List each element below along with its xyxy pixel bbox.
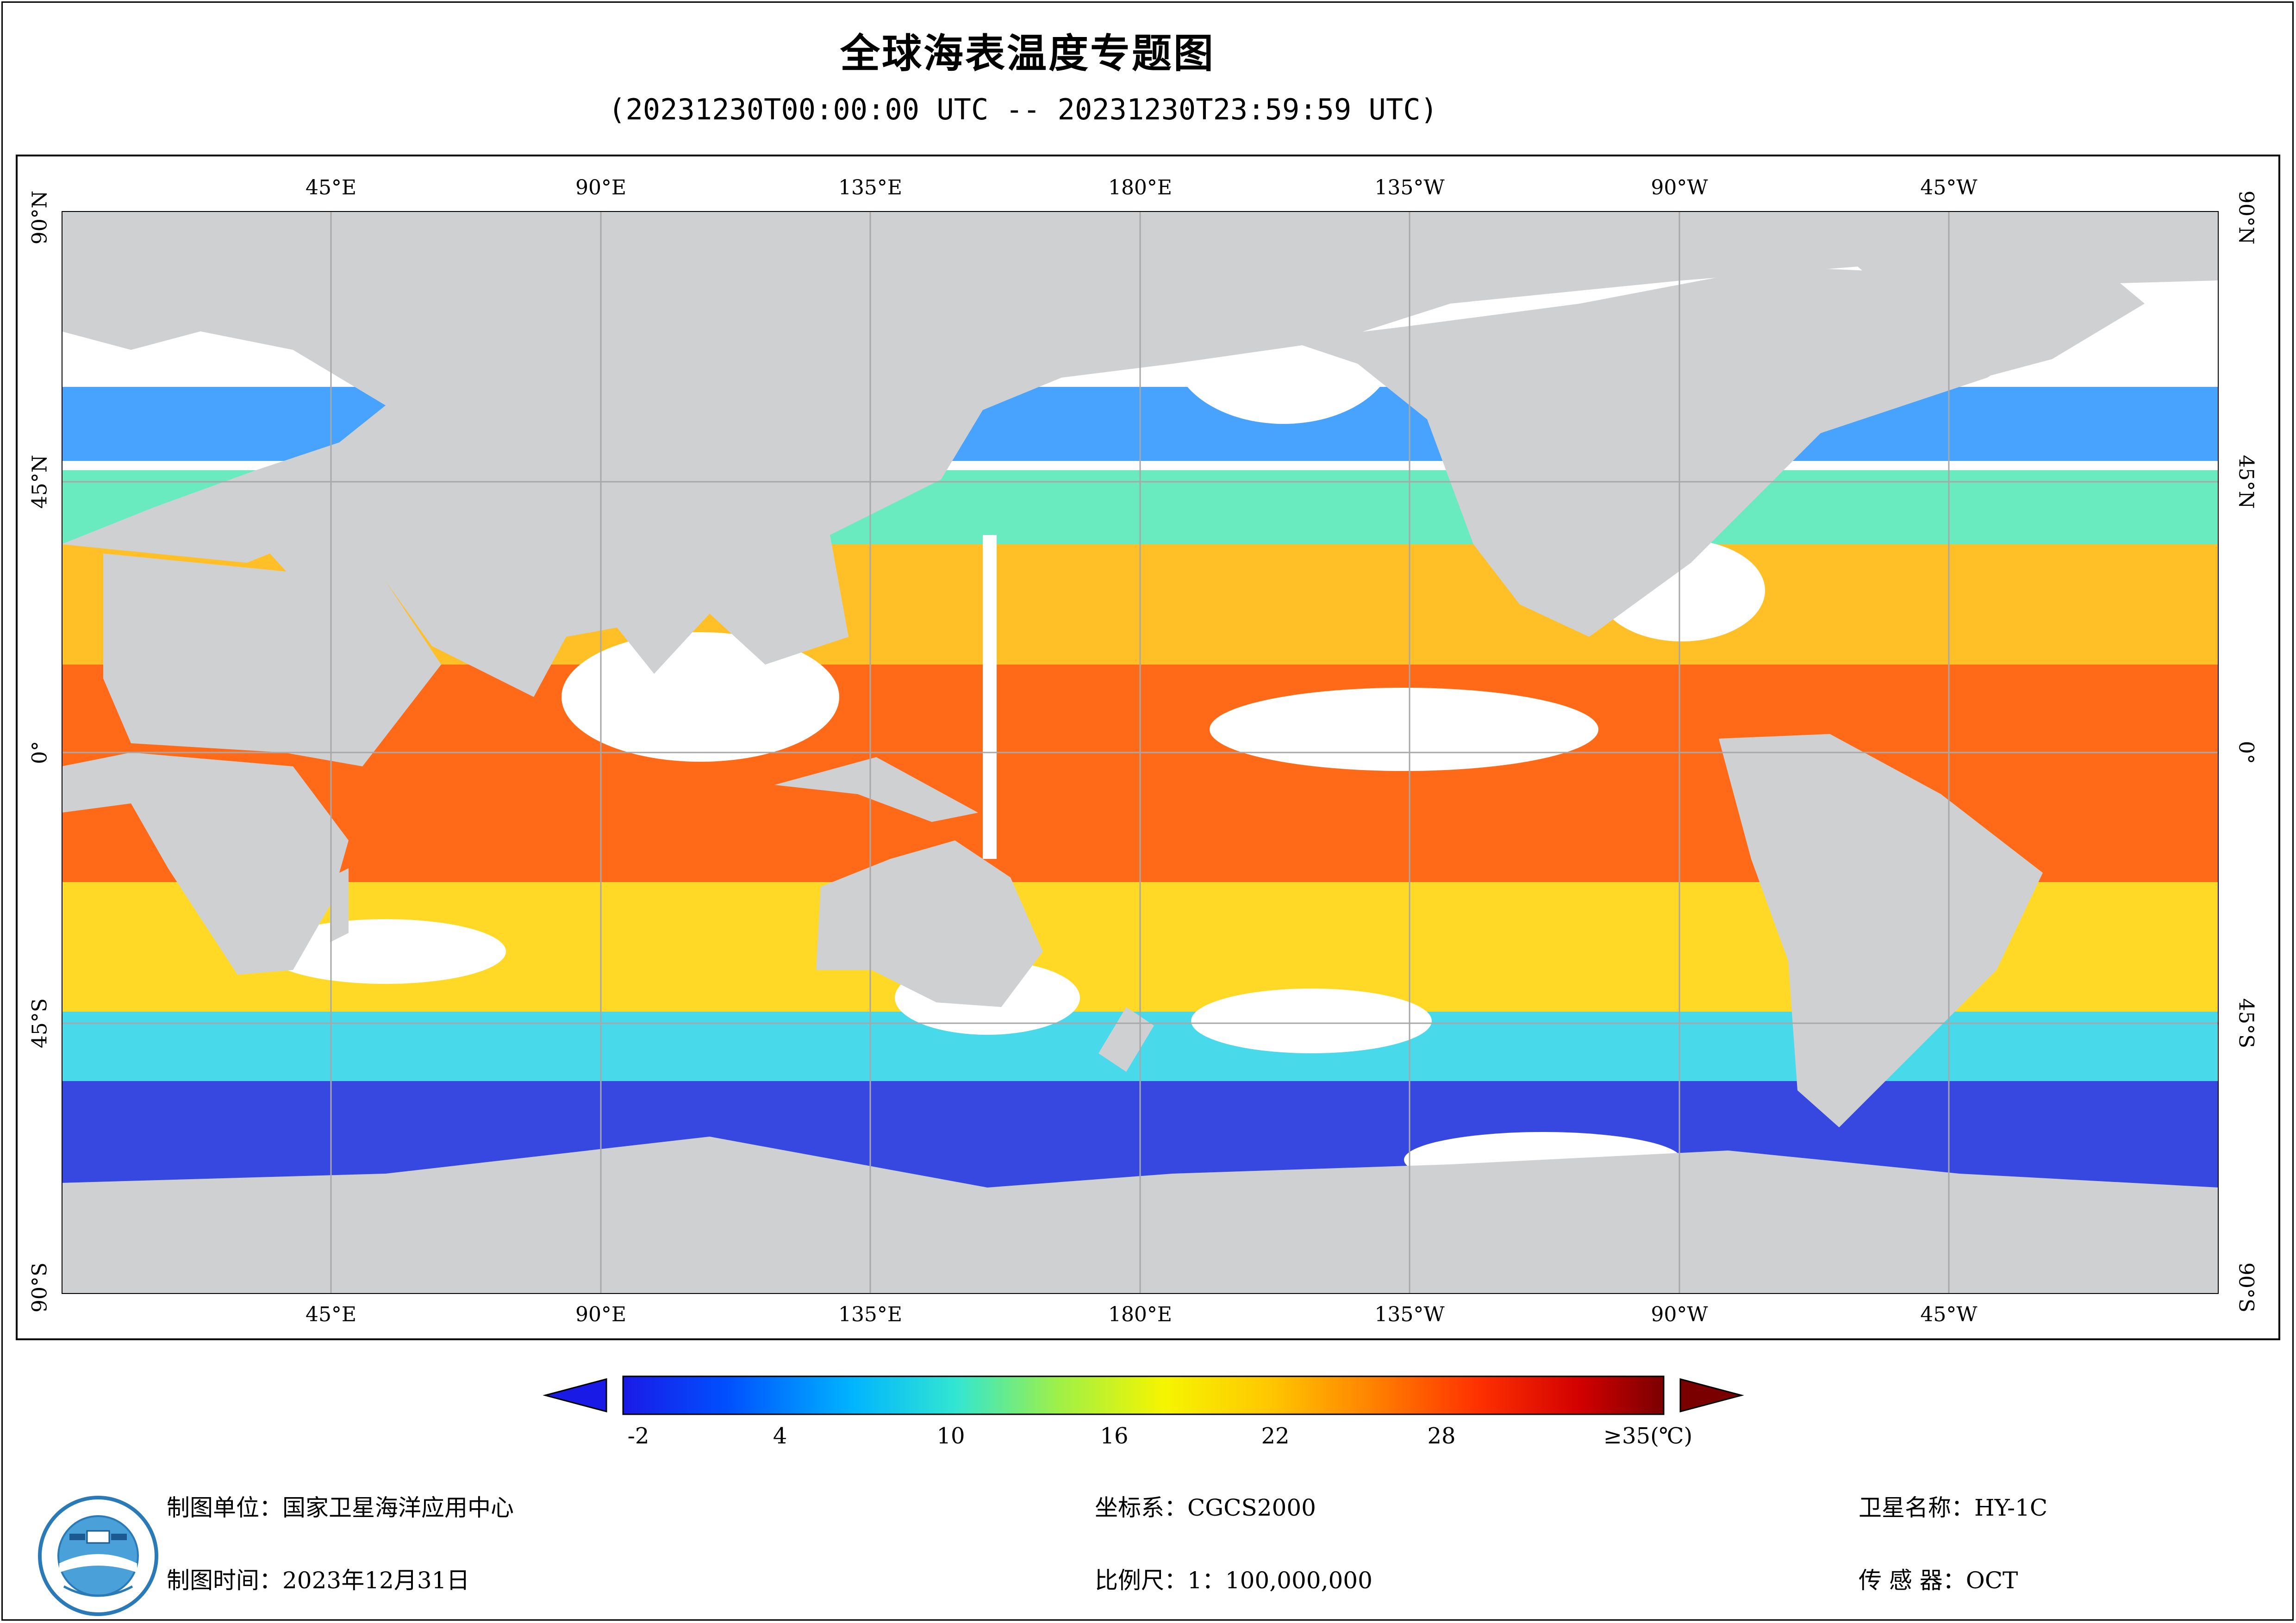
colorbar-tick-label: 28 (1427, 1423, 1456, 1449)
satellite-name: 卫星名称：HY-1C (1859, 1494, 2048, 1521)
lon-label-top: 180°E (1108, 176, 1173, 199)
colorbar-max-arrow (1679, 1378, 1744, 1412)
colorbar-tick-label: 16 (1100, 1423, 1129, 1449)
temperature-colorbar (543, 1375, 1744, 1415)
lon-label-bottom: 45°W (1920, 1303, 1978, 1326)
lat-label-right: 90°N (2234, 190, 2258, 245)
land-africa-north (103, 553, 441, 766)
lat-label-right: 90°S (2234, 1262, 2258, 1313)
lat-label-right: 0° (2234, 741, 2258, 764)
lat-label-left: 90°N (28, 190, 52, 245)
land-australia (816, 840, 1043, 1007)
colorbar-tick-label: 10 (936, 1423, 965, 1449)
colorbar-tick-label: -2 (627, 1423, 649, 1449)
lon-label-bottom: 90°W (1651, 1303, 1708, 1326)
land-madagascar (330, 868, 349, 942)
colorbar-tick-label: ≥35(℃) (1603, 1423, 1693, 1449)
lon-label-bottom: 135°W (1374, 1303, 1445, 1326)
page-title: 全球海表温度专题图 (840, 31, 1215, 77)
lon-label-bottom: 135°E (838, 1303, 903, 1326)
coordinate-system: 坐标系：CGCS2000 (1095, 1494, 1316, 1521)
lon-label-top: 135°W (1374, 176, 1445, 199)
nsoas-logo (38, 1496, 158, 1616)
lon-label-top: 45°W (1920, 176, 1978, 199)
land-indonesia (774, 757, 978, 822)
sst-map (62, 211, 2219, 1294)
colorbar-tick-label: 22 (1261, 1423, 1290, 1449)
lat-label-left: 0° (28, 741, 52, 764)
lon-label-bottom: 180°E (1108, 1303, 1173, 1326)
land-north-america (1288, 267, 2061, 637)
lat-label-right: 45°S (2234, 998, 2258, 1049)
mapping-unit: 制图单位：国家卫星海洋应用中心 (167, 1494, 514, 1521)
time-range-subtitle: (20231230T00:00:00 UTC -- 20231230T23:59… (608, 93, 1438, 126)
graticule (62, 211, 2219, 1294)
lon-label-top: 90°E (575, 176, 627, 199)
colorbar-gradient (622, 1375, 1665, 1415)
colorbar-min-arrow (543, 1378, 607, 1412)
lon-label-bottom: 90°E (575, 1303, 627, 1326)
lat-label-left: 45°S (28, 998, 52, 1049)
lon-label-top: 45°E (305, 176, 357, 199)
mapping-date: 制图时间：2023年12月31日 (167, 1567, 470, 1594)
lat-label-left: 90°S (28, 1262, 52, 1313)
sensor-name: 传 感 器：OCT (1859, 1567, 2018, 1594)
land-africa (62, 752, 349, 975)
lat-label-right: 45°N (2234, 454, 2258, 509)
lon-label-bottom: 45°E (305, 1303, 357, 1326)
map-scale: 比例尺：1：100,000,000 (1095, 1567, 1373, 1594)
land-south-america (1719, 734, 2043, 1127)
lon-label-top: 135°E (838, 176, 903, 199)
lon-label-top: 90°W (1651, 176, 1708, 199)
lat-label-left: 45°N (28, 454, 52, 509)
colorbar-tick-label: 4 (773, 1423, 787, 1449)
land-greenland (1858, 257, 2145, 378)
map-frame (16, 155, 2280, 1340)
